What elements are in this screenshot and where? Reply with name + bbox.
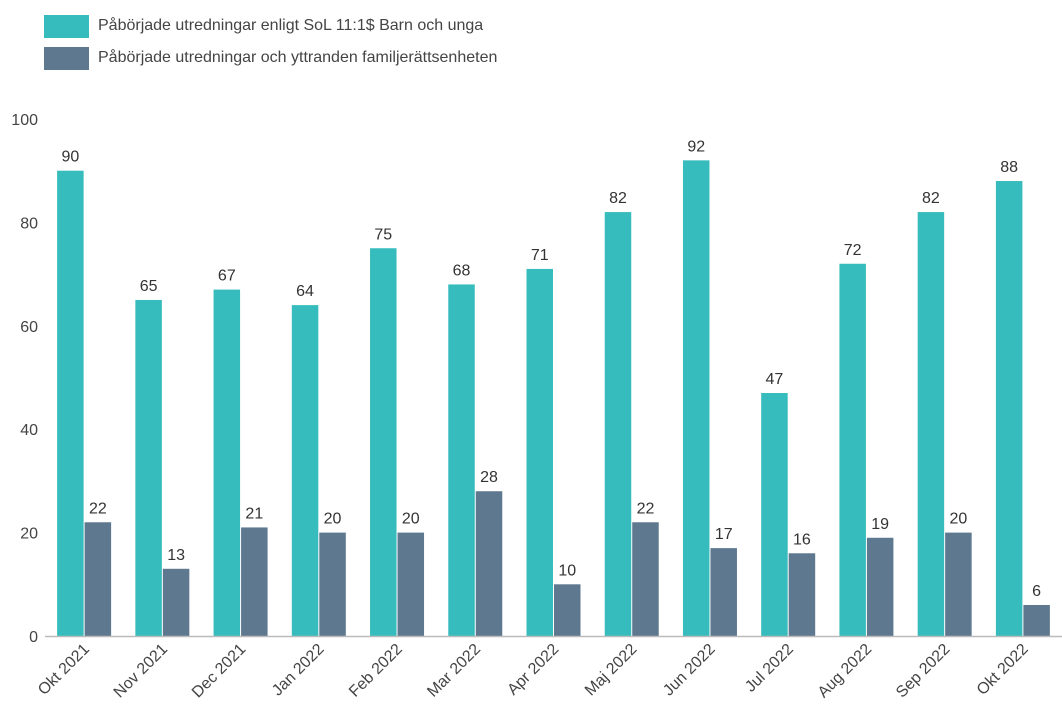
data-label-series-a: 68: [453, 262, 471, 279]
data-label-series-b: 28: [480, 469, 498, 486]
bar-series-a: [135, 299, 162, 636]
bar-series-b: [475, 491, 503, 636]
legend-item-series-b: Påbörjade utredningar och yttranden fami…: [44, 42, 497, 74]
bar-series-b: [319, 532, 346, 636]
bar-series-a: [604, 212, 632, 636]
x-tick-label: Okt 2022: [974, 641, 1032, 699]
data-label-series-a: 72: [844, 242, 862, 259]
x-tick-label: Dec 2021: [189, 641, 250, 702]
x-tick-label: Aug 2022: [815, 641, 876, 702]
bar-series-a: [995, 181, 1023, 637]
x-tick-label: Mar 2022: [424, 641, 484, 701]
y-tick-label: 20: [20, 526, 38, 543]
data-label-series-b: 16: [793, 531, 811, 548]
bar-series-a: [682, 160, 710, 637]
data-label-series-a: 88: [1000, 159, 1018, 176]
data-label-series-a: 92: [687, 138, 705, 155]
data-label-series-a: 82: [609, 190, 627, 207]
bar-series-b: [554, 584, 581, 636]
data-label-series-b: 17: [715, 526, 733, 543]
data-label-series-a: 90: [61, 149, 79, 166]
data-label-series-a: 65: [140, 278, 158, 295]
data-label-series-a: 67: [218, 268, 236, 285]
bar-series-b: [162, 568, 190, 636]
bar-series-a: [761, 393, 788, 636]
bar-series-b: [945, 532, 972, 636]
x-tick-label: Apr 2022: [504, 641, 562, 699]
data-label-series-b: 19: [871, 516, 889, 533]
chart-legend: Påbörjade utredningar enligt SoL 11:1$ B…: [44, 10, 497, 74]
x-tick-label: Jan 2022: [269, 641, 328, 700]
data-label-series-a: 82: [922, 190, 940, 207]
data-label-series-b: 22: [637, 500, 655, 517]
bar-series-a: [291, 305, 319, 636]
data-label-series-a: 47: [766, 371, 784, 388]
x-tick-label: Sep 2022: [893, 641, 954, 702]
data-label-series-a: 64: [296, 283, 314, 300]
y-tick-label: 40: [20, 422, 38, 439]
data-label-series-b: 13: [167, 547, 185, 564]
bar-series-a: [839, 263, 866, 636]
data-label-series-b: 20: [402, 511, 420, 528]
y-tick-label: 80: [20, 215, 38, 232]
bar-series-a: [57, 170, 84, 636]
legend-label-series-b: Påbörjade utredningar och yttranden fami…: [98, 49, 498, 66]
legend-item-series-a: Påbörjade utredningar enligt SoL 11:1$ B…: [44, 10, 497, 42]
y-tick-label: 100: [11, 112, 38, 129]
bar-series-b: [84, 522, 112, 636]
data-label-series-b: 20: [950, 511, 968, 528]
bar-series-a: [526, 268, 553, 636]
data-label-series-b: 21: [245, 505, 263, 522]
bar-series-b: [241, 527, 268, 636]
bar-series-b: [397, 532, 425, 636]
data-label-series-b: 10: [558, 562, 576, 579]
bar-series-a: [213, 289, 241, 636]
x-tick-label: Feb 2022: [346, 641, 406, 701]
legend-swatch-series-a: [44, 14, 89, 38]
x-tick-label: Maj 2022: [582, 641, 641, 700]
x-tick-label: Nov 2021: [111, 641, 172, 702]
bar-series-b: [788, 553, 816, 636]
legend-swatch-series-b: [44, 46, 89, 70]
bar-series-b: [1023, 604, 1050, 636]
data-label-series-b: 20: [324, 511, 342, 528]
data-label-series-b: 6: [1032, 583, 1041, 600]
x-tick-label: Jun 2022: [660, 641, 719, 700]
bar-series-b: [632, 522, 659, 636]
bar-series-a: [448, 284, 475, 636]
data-label-series-b: 22: [89, 500, 107, 517]
data-label-series-a: 75: [374, 226, 392, 243]
legend-label-series-a: Påbörjade utredningar enligt SoL 11:1$ B…: [98, 17, 484, 34]
y-tick-label: 0: [29, 629, 38, 646]
data-label-series-a: 71: [531, 247, 549, 264]
bar-series-b: [866, 537, 894, 636]
bar-series-b: [710, 548, 737, 636]
x-tick-label: Okt 2021: [35, 641, 93, 699]
bar-series-a: [370, 248, 397, 636]
bar-series-a: [917, 212, 945, 636]
x-tick-label: Jul 2022: [742, 641, 797, 696]
y-tick-label: 60: [20, 319, 38, 336]
